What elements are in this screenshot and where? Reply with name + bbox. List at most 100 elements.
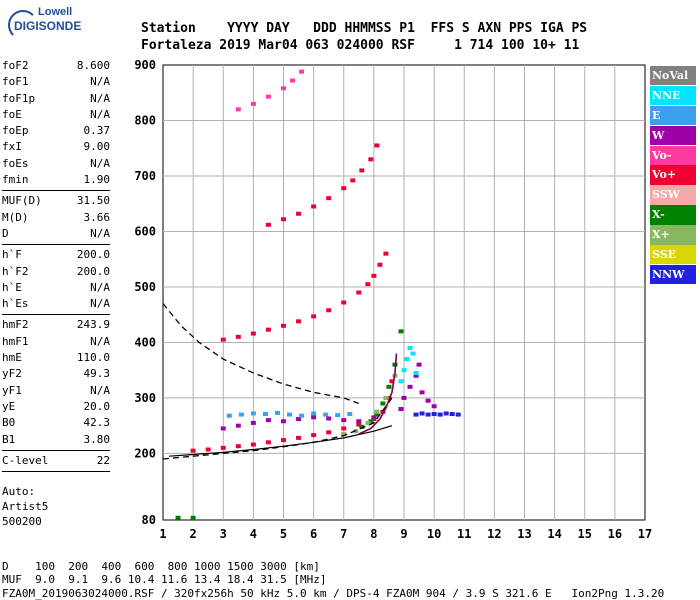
data-point	[374, 412, 380, 417]
data-point	[341, 431, 347, 436]
param-row: foEs N/A	[2, 156, 110, 172]
x-tick-label: 3	[220, 527, 227, 541]
data-point	[274, 410, 280, 415]
divider	[2, 314, 110, 316]
data-point	[326, 430, 332, 435]
data-point	[250, 331, 256, 336]
data-point	[265, 94, 271, 99]
data-point	[281, 438, 286, 443]
param-name: foF1p	[2, 91, 36, 105]
param-group-virtual-heights: h`F 200.0 h`F2 200.0 h`E N/A h`Es N/A	[2, 247, 110, 312]
x-tick-label: 13	[517, 527, 531, 541]
param-name: yF2	[2, 367, 22, 381]
data-point	[265, 418, 271, 423]
data-point	[265, 440, 271, 445]
data-point	[175, 515, 181, 520]
param-value: 1.90	[83, 173, 111, 187]
header-row-values: Fortaleza 2019 Mar04 063 024000 RSF 1 71…	[141, 38, 580, 53]
data-point	[265, 327, 271, 332]
data-point	[190, 515, 196, 520]
data-point	[356, 422, 362, 427]
logo-top-text: Lowell	[38, 6, 73, 18]
data-point	[413, 373, 419, 378]
legend-item: NNW	[650, 264, 696, 285]
param-value: 31.50	[76, 194, 110, 208]
data-point	[359, 424, 365, 429]
logo-bottom-text: DIGISONDE	[14, 19, 82, 33]
data-point	[265, 222, 271, 227]
x-tick-label: 15	[578, 527, 592, 541]
param-row: foEp 0.37	[2, 123, 110, 139]
param-row: h`Es N/A	[2, 296, 110, 312]
data-point	[341, 186, 347, 191]
data-point	[311, 411, 317, 416]
data-point	[350, 178, 356, 183]
data-point	[389, 379, 395, 384]
param-row: D N/A	[2, 226, 110, 242]
param-row: yE 20.0	[2, 399, 110, 415]
param-name: foF1	[2, 75, 29, 89]
legend-item: SSW	[650, 185, 696, 205]
param-value: 0.37	[83, 124, 111, 138]
x-tick-label: 8	[370, 527, 377, 541]
footer-file-info: FZA0M_2019063024000.RSF / 320fx256h 50 k…	[2, 587, 665, 600]
param-name: yF1	[2, 383, 22, 397]
trace-curve	[358, 353, 398, 435]
data-point	[238, 412, 244, 417]
param-value: N/A	[90, 280, 110, 294]
param-value: N/A	[90, 75, 110, 89]
param-value: 3.66	[83, 210, 111, 224]
y-tick-label: 300	[134, 391, 156, 405]
data-point	[296, 319, 302, 324]
scaled-parameters-panel: foF2 8.600 foF1 N/A foF1p N/A foE N/A foEp 0.37 fx…	[2, 58, 110, 474]
data-point	[431, 412, 437, 417]
data-point	[281, 323, 286, 328]
param-value: 22	[96, 453, 110, 467]
data-point	[220, 445, 226, 450]
legend-item: NoVal	[650, 66, 696, 86]
data-point	[235, 334, 241, 339]
param-name: MUF(D)	[2, 194, 42, 208]
param-value: 8.600	[76, 59, 110, 72]
legend-item: Vo+	[650, 165, 696, 185]
y-tick-label: 80	[142, 513, 156, 527]
data-point	[296, 211, 302, 216]
param-row: yF1 N/A	[2, 383, 110, 399]
data-point	[250, 101, 256, 106]
data-point	[296, 417, 302, 422]
data-point	[281, 419, 286, 424]
param-name: h`F	[2, 248, 22, 262]
param-value: N/A	[90, 226, 110, 240]
param-row: foE N/A	[2, 107, 110, 123]
param-value: 20.0	[83, 399, 111, 413]
param-name: foEp	[2, 124, 29, 138]
param-row: fmin 1.90	[2, 172, 110, 188]
data-point	[383, 251, 389, 256]
x-tick-label: 17	[638, 527, 652, 541]
param-value: N/A	[90, 107, 110, 121]
param-row: M(D) 3.66	[2, 210, 110, 226]
param-name: hmF1	[2, 334, 29, 348]
divider	[2, 471, 110, 473]
param-row: fxI 9.00	[2, 139, 110, 155]
data-point	[235, 107, 241, 112]
x-tick-label: 2	[190, 527, 197, 541]
legend-item: SSE	[650, 245, 696, 265]
divider	[2, 190, 110, 192]
logo-arc-icon	[8, 10, 38, 40]
data-point	[365, 282, 371, 287]
data-point	[299, 69, 305, 74]
divider	[2, 244, 110, 246]
auto-version: 500200	[2, 515, 42, 528]
param-group-muf: MUF(D) 31.50 M(D) 3.66 D N/A	[2, 193, 110, 242]
x-tick-label: 9	[400, 527, 407, 541]
autoscaling-info: Auto: Artist5 500200	[2, 484, 48, 529]
data-point	[290, 78, 296, 83]
data-point	[326, 308, 332, 313]
data-point	[368, 419, 374, 424]
legend-item: X-	[650, 205, 696, 225]
data-point	[220, 426, 226, 431]
y-tick-label: 400	[134, 335, 156, 349]
data-point	[416, 362, 422, 367]
data-point	[250, 420, 256, 425]
